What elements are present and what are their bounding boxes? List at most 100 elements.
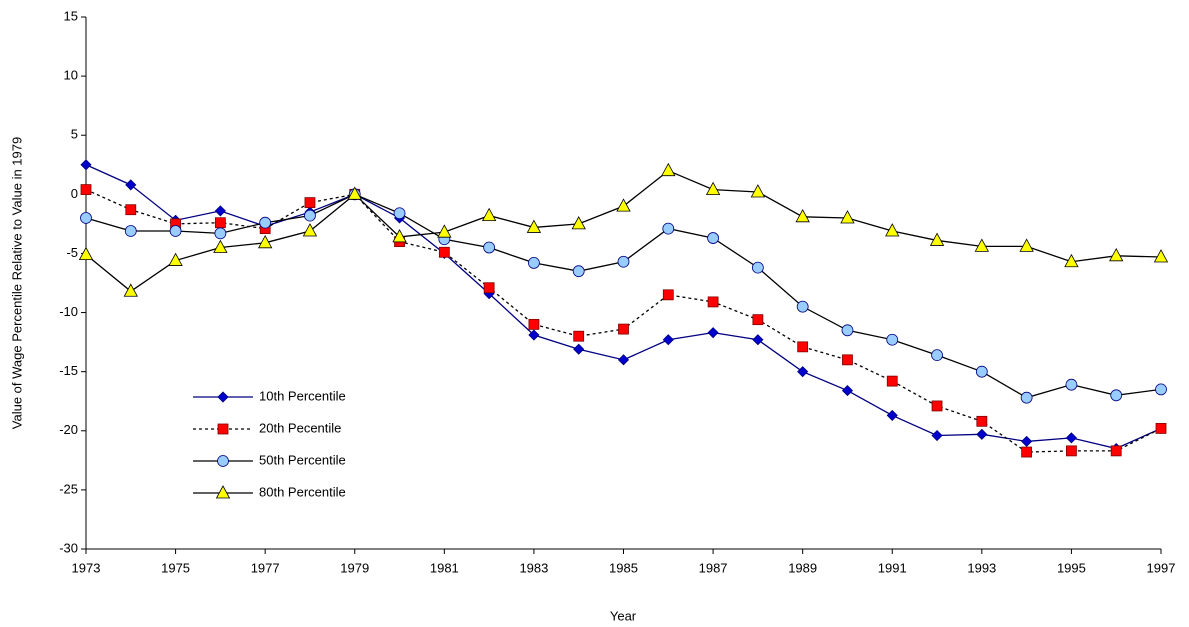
marker	[796, 300, 809, 313]
x-tick-label: 1989	[788, 560, 817, 575]
marker	[752, 334, 764, 346]
marker	[662, 289, 674, 301]
y-tick-label: 15	[64, 8, 78, 23]
marker	[975, 365, 988, 378]
y-tick-label: -10	[59, 304, 78, 319]
marker	[528, 318, 540, 330]
marker	[437, 224, 452, 238]
y-tick-label: 5	[71, 127, 78, 142]
marker	[214, 217, 226, 229]
marker	[481, 207, 497, 222]
marker	[931, 400, 943, 412]
marker	[1110, 445, 1122, 457]
marker	[976, 428, 988, 440]
marker	[80, 212, 92, 224]
marker	[80, 159, 92, 171]
marker	[257, 234, 273, 249]
marker	[573, 343, 585, 355]
marker	[750, 184, 766, 198]
y-axis-title: Value of Wage Percentile Relative to Val…	[9, 137, 24, 429]
marker	[526, 219, 542, 233]
marker	[483, 282, 495, 294]
y-tick-label: -5	[66, 245, 78, 260]
marker	[1066, 445, 1077, 457]
x-axis-title: Year	[610, 608, 637, 623]
legend-label: 20th Pecentile	[259, 420, 341, 435]
x-tick-label: 1979	[340, 560, 369, 575]
marker	[78, 246, 94, 261]
series	[80, 184, 1167, 458]
marker	[1064, 253, 1079, 268]
marker	[304, 209, 316, 222]
marker	[617, 255, 630, 268]
marker	[1019, 238, 1034, 252]
marker	[347, 186, 362, 200]
y-tick-label: -15	[59, 363, 78, 378]
marker	[168, 252, 183, 266]
marker	[483, 241, 496, 254]
legend-label: 80th Percentile	[259, 484, 346, 499]
x-tick-label: 1983	[519, 560, 548, 575]
marker	[1155, 383, 1167, 396]
marker	[1155, 423, 1167, 434]
marker	[1065, 432, 1077, 444]
marker	[795, 208, 810, 223]
marker	[123, 283, 138, 297]
marker	[528, 329, 540, 341]
marker	[125, 204, 137, 216]
x-tick-label: 1975	[161, 560, 190, 575]
marker	[885, 223, 900, 237]
marker	[929, 232, 945, 246]
marker	[886, 333, 899, 346]
marker	[662, 334, 674, 346]
x-tick-label: 1987	[699, 560, 728, 575]
legend: 10th Percentile 20th Pecentile 50th Percen…	[193, 388, 346, 499]
legend-marker	[217, 391, 229, 403]
y-tick-label: 0	[71, 186, 78, 201]
x-tick-label: 1997	[1147, 560, 1176, 575]
marker	[1021, 446, 1033, 458]
marker	[573, 330, 585, 342]
marker	[572, 265, 585, 278]
marker	[1109, 247, 1124, 262]
y-tick-label: 10	[64, 68, 78, 83]
marker	[842, 354, 853, 366]
marker	[707, 232, 719, 244]
series	[78, 162, 1169, 297]
marker	[751, 261, 764, 274]
marker	[169, 225, 182, 237]
legend-label: 10th Percentile	[259, 388, 346, 403]
marker	[841, 324, 854, 337]
marker	[886, 375, 898, 387]
marker	[707, 296, 719, 308]
marker	[213, 239, 228, 253]
marker	[662, 222, 675, 235]
marker	[931, 429, 943, 442]
marker	[80, 184, 92, 196]
marker	[259, 216, 272, 229]
marker	[214, 205, 226, 217]
marker	[931, 349, 943, 362]
marker	[707, 327, 719, 339]
marker	[1153, 249, 1169, 263]
y-tick-label: -25	[59, 481, 78, 496]
x-tick-label: 1977	[251, 560, 280, 575]
series-line	[85, 189, 1162, 453]
marker	[618, 323, 629, 335]
y-tick-label: -20	[59, 422, 78, 437]
marker	[974, 238, 990, 252]
marker	[1110, 389, 1123, 402]
marker	[976, 415, 988, 427]
x-tick-label: 1991	[878, 560, 907, 575]
series	[80, 188, 1167, 404]
legend-marker	[215, 485, 231, 499]
marker	[125, 179, 137, 191]
marker	[661, 162, 676, 177]
marker	[797, 366, 809, 378]
marker	[393, 207, 406, 220]
marker	[886, 409, 898, 421]
legend-label: 50th Percentile	[259, 452, 346, 467]
marker	[302, 223, 318, 237]
x-tick-label: 1995	[1057, 560, 1086, 575]
marker	[752, 314, 764, 326]
